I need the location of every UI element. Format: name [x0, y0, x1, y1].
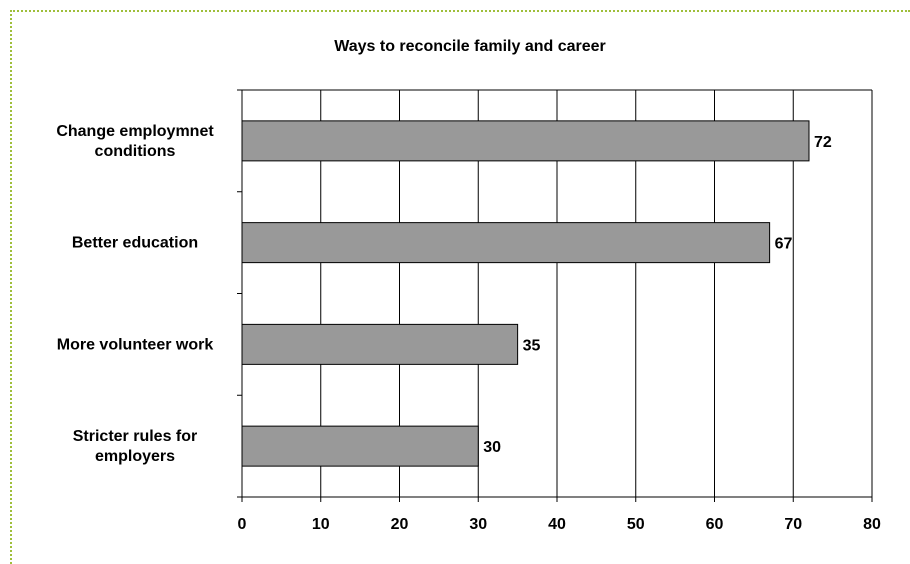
category-label-line: Better education	[72, 235, 198, 252]
category-label-line: conditions	[95, 143, 176, 160]
x-tick-label: 80	[863, 516, 881, 533]
data-label: 72	[814, 134, 832, 151]
labels: 72 Change employmnet conditions 67 Better ed…	[56, 123, 881, 533]
x-tick-label: 30	[469, 516, 487, 533]
x-tick-label: 20	[391, 516, 409, 533]
bars	[241, 120, 810, 467]
bar	[241, 425, 479, 467]
x-tick-label: 10	[312, 516, 330, 533]
x-tick-label: 0	[238, 516, 247, 533]
dotted-frame	[10, 10, 910, 564]
category-label-line: Change employmnet	[56, 123, 214, 140]
category-label: More volunteer work	[57, 336, 214, 353]
category-label-line: More volunteer work	[57, 336, 214, 353]
category-label-line: Stricter rules for	[73, 428, 197, 445]
data-label: 30	[483, 439, 501, 456]
x-tick-label: 50	[627, 516, 645, 533]
x-tick-label: 60	[706, 516, 724, 533]
category-label-line: employers	[95, 448, 175, 465]
category-label: Change employmnet conditions	[56, 123, 214, 160]
bar	[241, 323, 519, 365]
chart-title: Ways to reconcile family and career	[334, 38, 606, 55]
axes	[237, 89, 873, 502]
category-label: Better education	[72, 235, 198, 252]
category-label: Stricter rules for employers	[73, 428, 197, 465]
x-tick-label: 40	[548, 516, 566, 533]
bar	[241, 120, 810, 162]
data-label: 67	[775, 236, 793, 253]
data-label: 35	[523, 337, 541, 354]
x-tick-label: 70	[784, 516, 802, 533]
bar	[241, 222, 771, 264]
